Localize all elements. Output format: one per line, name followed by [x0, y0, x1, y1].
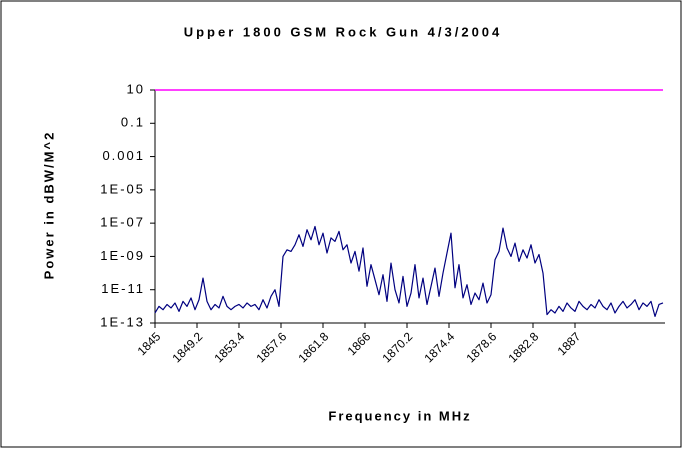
y-axis-title: Power in dBW/M^2 [41, 131, 56, 280]
x-axis-title: Frequency in MHz [328, 408, 471, 423]
y-tick-label: 1E-09 [100, 248, 145, 263]
series-line [154, 225, 664, 317]
y-tick-label: 1E-11 [101, 281, 145, 296]
y-tick-label: 0.001 [102, 148, 145, 163]
y-tick-label: 0.1 [121, 115, 145, 130]
chart-title: Upper 1800 GSM Rock Gun 4/3/2004 [184, 24, 503, 39]
y-tick-label: 10 [127, 81, 145, 96]
y-tick-label: 1E-13 [100, 314, 145, 329]
y-tick-label: 1E-05 [100, 181, 145, 196]
y-tick-label: 1E-07 [100, 215, 145, 230]
